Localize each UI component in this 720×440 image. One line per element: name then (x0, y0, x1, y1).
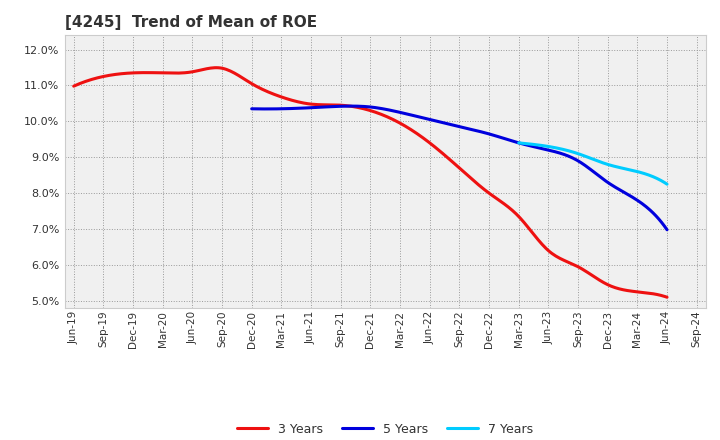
Text: [4245]  Trend of Mean of ROE: [4245] Trend of Mean of ROE (65, 15, 317, 30)
3 Years (609, 284, 618, 290)
5 Years (503, 137, 512, 142)
7 Years (662, 182, 671, 187)
Legend: 3 Years, 5 Years, 7 Years: 3 Years, 5 Years, 7 Years (232, 418, 539, 440)
5 Years (496, 135, 505, 140)
5 Years (625, 193, 634, 198)
3 Years (572, 263, 580, 268)
3 Years (423, 138, 431, 143)
3 Years (662, 295, 671, 300)
3 Years (434, 147, 443, 153)
5 Years (662, 227, 671, 232)
7 Years (602, 161, 611, 167)
7 Years (649, 174, 657, 180)
5 Years (599, 176, 608, 182)
Line: 3 Years: 3 Years (73, 68, 667, 297)
7 Years (639, 171, 648, 176)
5 Years (347, 103, 356, 109)
7 Years (515, 140, 523, 146)
5 Years (495, 134, 503, 139)
7 Years (606, 162, 614, 168)
Line: 7 Years: 7 Years (518, 143, 667, 184)
5 Years (248, 106, 256, 111)
3 Years (69, 84, 78, 89)
3 Years (425, 139, 433, 145)
Line: 5 Years: 5 Years (252, 106, 667, 230)
3 Years (212, 65, 221, 70)
3 Years (71, 83, 80, 88)
5 Years (249, 106, 258, 111)
7 Years (514, 140, 523, 146)
7 Years (603, 161, 611, 167)
